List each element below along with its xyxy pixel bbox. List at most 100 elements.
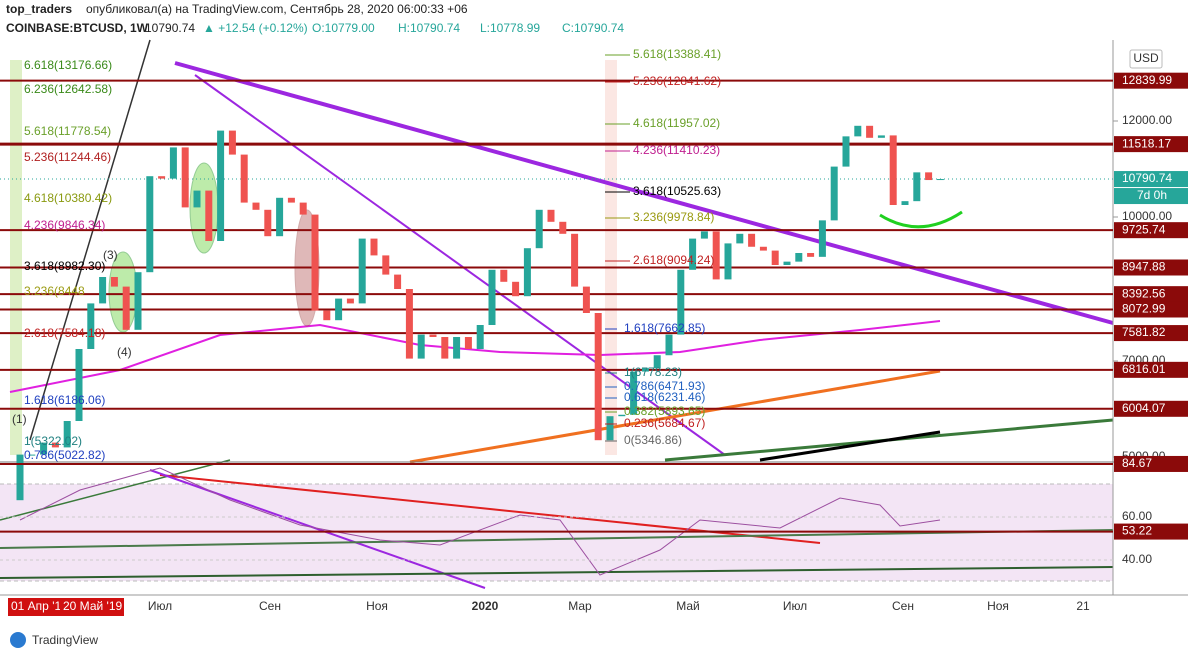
fib-label: 5.618(11778.54) [24, 124, 111, 138]
level-label: 8392.56 [1122, 286, 1166, 300]
candle-body [689, 238, 697, 270]
candle-body [877, 135, 885, 138]
candle-body [512, 281, 520, 297]
candle-body [323, 310, 331, 321]
candle-body [441, 337, 449, 359]
fib-label: 1.618(7662.85) [624, 321, 705, 335]
candle-body [842, 136, 850, 167]
time-label: 2020 [472, 599, 499, 613]
level-label: 7581.82 [1122, 325, 1166, 339]
fib-label: 2.618(9094.24) [633, 253, 714, 267]
fib-label: 1(5322.02) [24, 434, 82, 448]
rsi-line [19, 467, 941, 576]
rsi-tag [1114, 523, 1188, 540]
candle-body [382, 255, 390, 275]
rsi-tick-label: 40.00 [1122, 552, 1152, 566]
fib-label: 3.236(9978.84) [633, 210, 714, 224]
candle-body [476, 325, 484, 349]
candle-body [830, 166, 838, 221]
candle-body [925, 172, 933, 181]
candle-body [523, 248, 531, 297]
fib-label: 0.236(5684.67) [624, 416, 705, 430]
candle-body [594, 313, 602, 441]
last-tag [1114, 171, 1188, 188]
fib-label: 0.786(5022.82) [24, 448, 105, 462]
time-label: Май [676, 599, 700, 613]
candle-body [771, 250, 779, 265]
level-tag [1114, 222, 1188, 239]
countdown: 7d 0h [1137, 188, 1167, 202]
time-label: Ноя [366, 599, 388, 613]
trendline [759, 430, 941, 462]
level-tag [1114, 136, 1188, 153]
currency: USD [1133, 51, 1159, 65]
candle-body [158, 176, 166, 179]
candle-body [394, 274, 402, 289]
wave-label: (4) [117, 345, 132, 359]
candle-body [16, 454, 24, 501]
candle-body [228, 130, 236, 155]
candle-body [75, 349, 83, 421]
candle-body [110, 277, 118, 287]
candle-body [87, 303, 95, 349]
candle-body [677, 269, 685, 335]
fib-label: 1(6778.23) [624, 365, 682, 379]
candle-body [405, 289, 413, 359]
fib-label: 3.236(8448 [24, 284, 85, 298]
fib-label: 5.236(11244.46) [24, 150, 111, 164]
candle-body [99, 277, 107, 304]
candle-body [63, 421, 71, 448]
candle-body [417, 334, 425, 359]
time-label: Мар [568, 599, 592, 613]
level-label: 12839.99 [1122, 73, 1172, 87]
trendline [0, 459, 231, 521]
candle-body [169, 147, 177, 179]
candle-body [700, 231, 708, 239]
candle-body [122, 286, 130, 330]
candle-body [901, 201, 909, 205]
candle-body [358, 238, 366, 304]
ohlc: L:10778.99 [480, 21, 540, 35]
level-tag [1114, 325, 1188, 342]
candle-body [134, 272, 142, 330]
time-label: Июл [783, 599, 807, 613]
fib-label: 0.618(6231.46) [624, 390, 705, 404]
candle-body [453, 337, 461, 359]
candle-body [252, 202, 260, 210]
candle-body [311, 214, 319, 311]
candle-body [299, 202, 307, 215]
level-tag [1114, 259, 1188, 276]
fib-label: 3.618(8982.30) [24, 259, 105, 273]
level-label: 9725.74 [1122, 222, 1166, 236]
candle-body [193, 190, 201, 208]
candle-body [630, 371, 638, 415]
candle-body [866, 125, 874, 138]
level-tag [1114, 361, 1188, 378]
candle-body [346, 298, 354, 304]
footer: TradingView [32, 633, 98, 647]
candle-body [606, 416, 614, 441]
fib-label: 4.618(11957.02) [633, 116, 720, 130]
fib-strip [10, 60, 22, 455]
candle-body [559, 221, 567, 234]
author: top_traders [6, 2, 72, 16]
candle-body [217, 130, 225, 241]
trendline [29, 39, 151, 441]
candle-body [641, 368, 649, 372]
symbol: COINBASE:BTCUSD, 1W [6, 21, 149, 35]
candle-body [783, 261, 791, 265]
candle-body [913, 172, 921, 202]
change: ▲ +12.54 (+0.12%) [203, 21, 308, 35]
candle-body [571, 233, 579, 287]
candle-body [51, 442, 59, 448]
level-label: 8072.99 [1122, 302, 1166, 316]
rsi-level-label: 53.22 [1122, 524, 1152, 538]
level-label: 6004.07 [1122, 401, 1166, 415]
level-tag [1114, 72, 1188, 89]
candle-body [748, 233, 756, 247]
fib-label: 0.786(6471.93) [624, 379, 705, 393]
time-label: 01 Апр '19 [11, 599, 68, 613]
candle-body [287, 197, 295, 203]
candle-body [240, 154, 248, 203]
fib-label: 0(5346.86) [624, 433, 682, 447]
